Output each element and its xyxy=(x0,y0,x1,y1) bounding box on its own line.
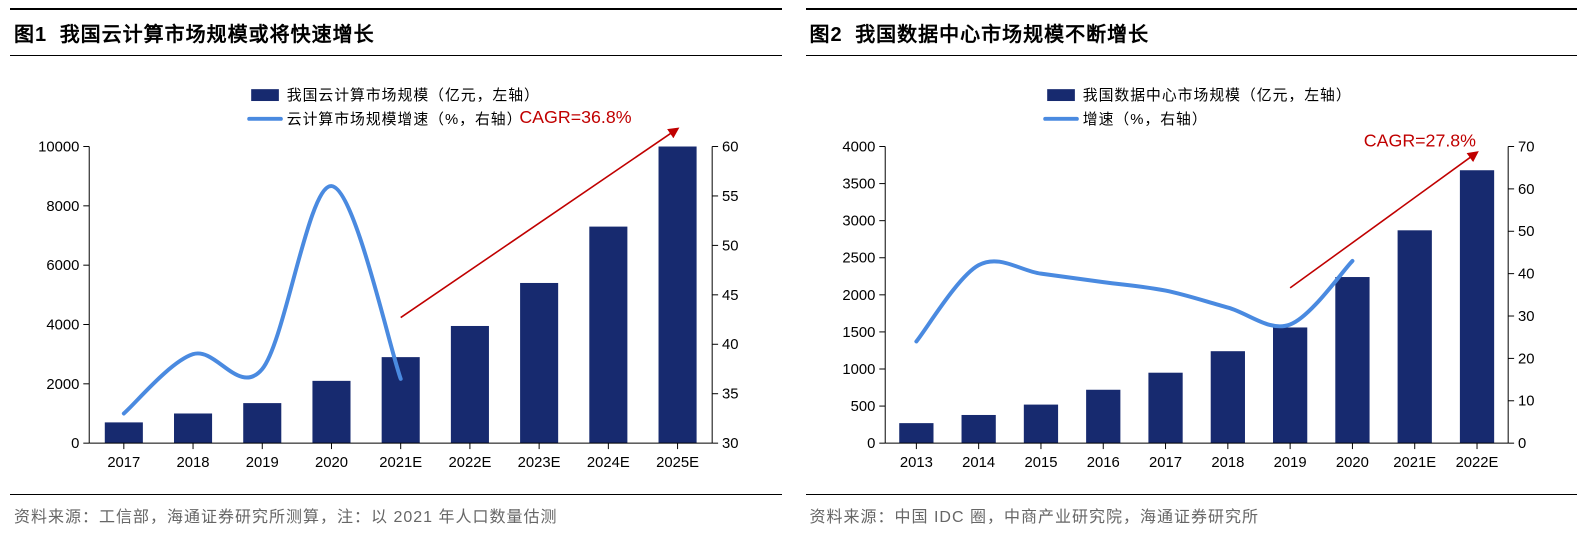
y-right-label: 40 xyxy=(722,337,739,353)
bar xyxy=(1335,277,1369,443)
y-right-label: 40 xyxy=(1518,267,1535,283)
y-left-label: 0 xyxy=(867,436,875,452)
bar xyxy=(174,413,212,443)
legend-bar-label: 我国数据中心市场规模（亿元，左轴） xyxy=(1082,87,1351,104)
figure-2-svg: 我国数据中心市场规模（亿元，左轴）增速（%，右轴）050010001500200… xyxy=(816,70,1568,490)
bar xyxy=(1086,390,1120,443)
bar xyxy=(451,326,489,443)
y-right-label: 60 xyxy=(1518,182,1535,198)
figure-1-label: 图1 xyxy=(14,24,47,46)
y-right-label: 50 xyxy=(722,238,739,254)
bar xyxy=(899,423,933,443)
cagr-label: CAGR=36.8% xyxy=(519,107,631,127)
y-right-label: 30 xyxy=(722,436,739,452)
bar xyxy=(520,283,558,443)
figure-2-source: 资料来源：中国 IDC 圈，中商产业研究院，海通证券研究所 xyxy=(806,494,1578,527)
y-left-label: 8000 xyxy=(46,199,79,215)
figure-1-title: 我国云计算市场规模或将快速增长 xyxy=(60,24,375,46)
legend-line-label: 增速（%，右轴） xyxy=(1082,111,1207,128)
figure-1-chart-area: 我国云计算市场规模（亿元，左轴） 云计算市场规模增速（%，右轴） 0 2000 4000… xyxy=(10,56,782,494)
y-left-label: 2000 xyxy=(842,288,875,304)
figure-1-panel: 图1 我国云计算市场规模或将快速增长 我国云计算市场规模（亿元，左轴） 云计算市场… xyxy=(10,8,782,527)
y-left-label: 4000 xyxy=(842,139,875,155)
x-label: 2024E xyxy=(587,455,630,471)
y-right-label: 55 xyxy=(722,189,739,205)
y-left-label: 500 xyxy=(850,399,875,415)
x-label: 2019 xyxy=(1273,455,1306,471)
legend-bar-label: 我国云计算市场规模（亿元，左轴） xyxy=(287,87,540,104)
y-right-label: 30 xyxy=(1518,309,1535,325)
legend-line-label: 云计算市场规模增速（%，右轴） xyxy=(287,111,523,128)
y-left-label: 3000 xyxy=(842,214,875,230)
y-right-label: 0 xyxy=(1518,436,1526,452)
bar xyxy=(243,403,281,443)
x-label: 2016 xyxy=(1086,455,1119,471)
x-label: 2013 xyxy=(899,455,932,471)
bar xyxy=(1210,351,1244,443)
y-left-label: 6000 xyxy=(46,258,79,274)
bar xyxy=(1273,327,1307,443)
figure-1-title-bar: 图1 我国云计算市场规模或将快速增长 xyxy=(10,8,782,56)
x-label: 2018 xyxy=(177,455,210,471)
x-label: 2023E xyxy=(518,455,561,471)
x-label: 2017 xyxy=(1149,455,1182,471)
bar xyxy=(1459,170,1493,443)
bar xyxy=(105,422,143,443)
x-label: 2017 xyxy=(107,455,140,471)
y-right-label: 45 xyxy=(722,288,739,304)
figure-2-label: 图2 xyxy=(810,24,843,46)
x-label: 2014 xyxy=(962,455,995,471)
bar xyxy=(1397,230,1431,443)
bar xyxy=(1148,373,1182,443)
y-right-label: 35 xyxy=(722,387,739,403)
x-label: 2021E xyxy=(379,455,422,471)
y-left-label: 2500 xyxy=(842,251,875,267)
x-label: 2022E xyxy=(448,455,491,471)
legend-bar-swatch xyxy=(1047,89,1075,101)
y-left-label: 3500 xyxy=(842,177,875,193)
y-right-label: 10 xyxy=(1518,394,1535,410)
figure-1-source: 资料来源：工信部，海通证券研究所测算，注：以 2021 年人口数量估测 xyxy=(10,494,782,527)
y-left-label: 10000 xyxy=(38,139,79,155)
y-left-label: 4000 xyxy=(46,317,79,333)
bar xyxy=(1023,405,1057,444)
x-label: 2020 xyxy=(315,455,348,471)
y-left-label: 1500 xyxy=(842,325,875,341)
y-left-label: 0 xyxy=(71,436,79,452)
y-right-label: 60 xyxy=(722,139,739,155)
cagr-label: CAGR=27.8% xyxy=(1363,131,1475,151)
y-right-label: 50 xyxy=(1518,224,1535,240)
figure-2-chart-area: 我国数据中心市场规模（亿元，左轴）增速（%，右轴）050010001500200… xyxy=(806,56,1578,494)
line-series xyxy=(124,186,401,413)
cagr-arrow xyxy=(1290,152,1477,287)
x-label: 2021E xyxy=(1393,455,1436,471)
x-label: 2015 xyxy=(1024,455,1057,471)
y-left-label: 2000 xyxy=(46,377,79,393)
bar xyxy=(589,227,627,444)
y-right-label: 20 xyxy=(1518,351,1535,367)
bar xyxy=(659,147,697,444)
figure-2-title: 我国数据中心市场规模不断增长 xyxy=(855,24,1149,46)
bar xyxy=(961,415,995,443)
legend-bar-swatch xyxy=(251,89,279,101)
figure-2-panel: 图2 我国数据中心市场规模不断增长 我国数据中心市场规模（亿元，左轴） 增速（%，… xyxy=(806,8,1578,527)
x-label: 2020 xyxy=(1335,455,1368,471)
bar xyxy=(312,381,350,443)
x-label: 2022E xyxy=(1455,455,1498,471)
y-right-label: 70 xyxy=(1518,139,1535,155)
x-label: 2025E xyxy=(656,455,699,471)
figure-2-title-bar: 图2 我国数据中心市场规模不断增长 xyxy=(806,8,1578,56)
figure-1-svg: 我国云计算市场规模（亿元，左轴） 云计算市场规模增速（%，右轴） 0 2000 4000… xyxy=(20,70,772,490)
x-label: 2019 xyxy=(246,455,279,471)
bar xyxy=(382,357,420,443)
x-label: 2018 xyxy=(1211,455,1244,471)
y-left-label: 1000 xyxy=(842,362,875,378)
